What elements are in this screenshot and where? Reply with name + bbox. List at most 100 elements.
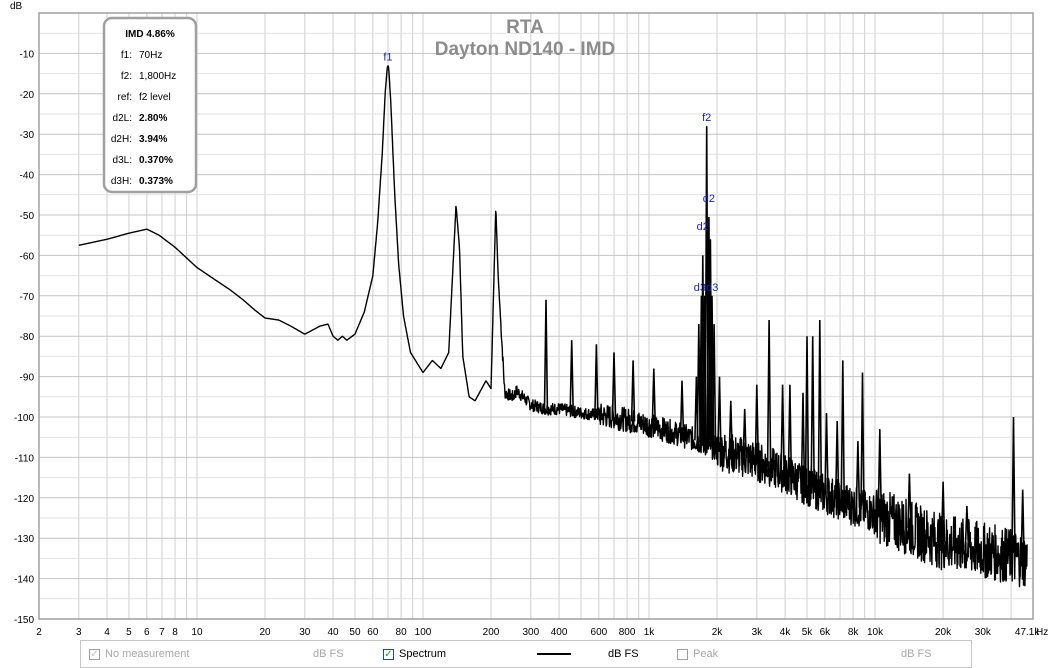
- info-row-value: 2.80%: [139, 113, 167, 124]
- x-tick-label: 800: [619, 627, 636, 638]
- x-tick-label: 3: [76, 627, 82, 638]
- x-tick-label: 4k: [780, 627, 792, 638]
- no-measurement-checkbox-icon[interactable]: ✓: [89, 648, 100, 660]
- marker-label-d2: d2: [703, 193, 715, 205]
- spectrum-peak: [824, 412, 829, 495]
- x-tick-label: 5k: [802, 627, 814, 638]
- spectrum-peak: [877, 429, 883, 516]
- spectrum-peak: [780, 384, 785, 473]
- info-row-key: d3L:: [113, 155, 132, 166]
- x-tick-label: 47.1k: [1015, 627, 1040, 638]
- spectrum-peak: [728, 400, 733, 454]
- y-tick-label: -100: [14, 413, 34, 424]
- info-row-value: 0.373%: [139, 176, 173, 187]
- info-row-key: d2L:: [113, 113, 132, 124]
- spectrum-peak: [711, 324, 717, 449]
- x-tick-label: 100: [415, 627, 432, 638]
- x-tick-label: 600: [591, 627, 608, 638]
- spectrum-checkbox-icon[interactable]: ✓: [383, 648, 394, 660]
- chart-title: RTA: [506, 17, 544, 38]
- spectrum-peaks: [543, 126, 1025, 560]
- x-tick-label: 2: [36, 627, 42, 638]
- info-row-key: f2:: [121, 71, 132, 82]
- x-tick-label: 40: [327, 627, 339, 638]
- x-tick-label: 400: [551, 627, 568, 638]
- marker-label-d3: d3: [706, 282, 718, 294]
- x-tick-label: 200: [483, 627, 500, 638]
- spectrum-peak: [569, 340, 574, 412]
- spectrum-peak: [810, 336, 815, 489]
- spectrum-peak: [754, 384, 760, 462]
- spectrum-peak: [840, 360, 845, 502]
- spectrum-peak: [630, 360, 636, 422]
- spectrum-peak: [940, 481, 946, 543]
- spectrum-peak: [742, 408, 747, 458]
- y-tick-label: -20: [20, 90, 35, 101]
- x-tick-label: 30: [299, 627, 311, 638]
- spectrum-peak: [964, 505, 970, 548]
- x-tick-label: 20k: [935, 627, 952, 638]
- x-tick-label: 6: [144, 627, 150, 638]
- x-tick-label: 8k: [848, 627, 860, 638]
- y-tick-label: -60: [20, 251, 35, 262]
- info-row-value: 0.370%: [139, 155, 173, 166]
- spectrum-peak: [860, 372, 865, 510]
- info-row-key: d3H:: [111, 176, 132, 187]
- harmonic-markers: f1 f2 d2 d2 d3 d3: [383, 52, 718, 294]
- x-tick-label: 50: [349, 627, 361, 638]
- info-row-value: 70Hz: [139, 50, 162, 61]
- spectrum-peak: [907, 473, 912, 528]
- x-tick-label: 7: [159, 627, 165, 638]
- legend-spectrum[interactable]: ✓ Spectrum: [383, 641, 446, 667]
- y-tick-label: -140: [14, 575, 34, 586]
- chart-subtitle: Dayton ND140 - IMD: [435, 39, 616, 60]
- y-tick-label: -80: [20, 332, 35, 343]
- legend-peak[interactable]: Peak: [677, 641, 718, 667]
- x-tick-label: 10k: [867, 627, 884, 638]
- marker-label-d2: d2: [697, 221, 709, 233]
- peak-unit: dB FS: [901, 648, 932, 660]
- spectrum-label: Spectrum: [399, 648, 447, 660]
- spectrum-peak: [651, 368, 657, 427]
- y-tick-label: -150: [14, 615, 34, 626]
- y-tick-label: -70: [20, 292, 35, 303]
- spectrum-peak: [800, 392, 806, 484]
- info-row-key: ref:: [118, 92, 132, 103]
- peak-checkbox-icon[interactable]: [677, 648, 688, 660]
- info-box-rows: f1: 70Hz f2: 1,800Hz ref: f2 level d2L: 2.80% d2…: [111, 50, 176, 187]
- x-tick-label: 5: [126, 627, 132, 638]
- spectrum-peak: [1020, 489, 1025, 560]
- info-box-title: IMD 4.86%: [125, 29, 175, 40]
- spectrum-line-swatch: [537, 653, 571, 655]
- info-row-key: d2H:: [111, 134, 132, 145]
- spectrum-peak: [766, 319, 772, 467]
- peak-label: Peak: [693, 648, 719, 660]
- y-axis-ticks: -10 -20 -30 -40 -50 -60 -70 -80 -90 -100 -110 -120 -…: [14, 49, 34, 626]
- imd-info-box: IMD 4.86% f1: 70Hz f2: 1,800Hz ref: f2 level d…: [102, 16, 198, 194]
- spectrum-peak: [717, 376, 722, 451]
- x-tick-label: 30k: [975, 627, 992, 638]
- info-row-value: 1,800Hz: [139, 71, 176, 82]
- info-row-key: f1:: [121, 50, 132, 61]
- x-tick-label: 20: [259, 627, 271, 638]
- x-tick-label: 8: [172, 627, 178, 638]
- x-tick-label: 300: [522, 627, 539, 638]
- legend-bar: ✓ No measurement dB FS ✓ Spectrum dB FS …: [80, 640, 972, 668]
- y-tick-label: -110: [15, 453, 35, 464]
- spectrum-unit: dB FS: [608, 648, 639, 660]
- x-tick-label: 6k: [820, 627, 832, 638]
- x-axis-ticks: 2 3 4 5 6 7 8 10 20 30 40 50 60 80 100 200 300 400 600 800 1…: [36, 627, 1040, 638]
- spectrum-peak: [679, 380, 685, 436]
- y-tick-label: -130: [14, 534, 34, 545]
- legend-no-measurement[interactable]: ✓ No measurement: [89, 641, 189, 667]
- info-box-frame: [102, 16, 198, 194]
- y-tick-label: -30: [20, 130, 35, 141]
- y-tick-label: -40: [20, 171, 35, 182]
- marker-label-d3: d3: [694, 282, 706, 294]
- x-tick-label: 3k: [752, 627, 764, 638]
- x-tick-label: 2k: [712, 627, 724, 638]
- y-axis-unit-label: dB: [10, 1, 23, 12]
- spectrum-peak: [611, 352, 617, 418]
- spectrum-peak: [855, 441, 861, 508]
- no-measurement-unit: dB FS: [313, 648, 344, 660]
